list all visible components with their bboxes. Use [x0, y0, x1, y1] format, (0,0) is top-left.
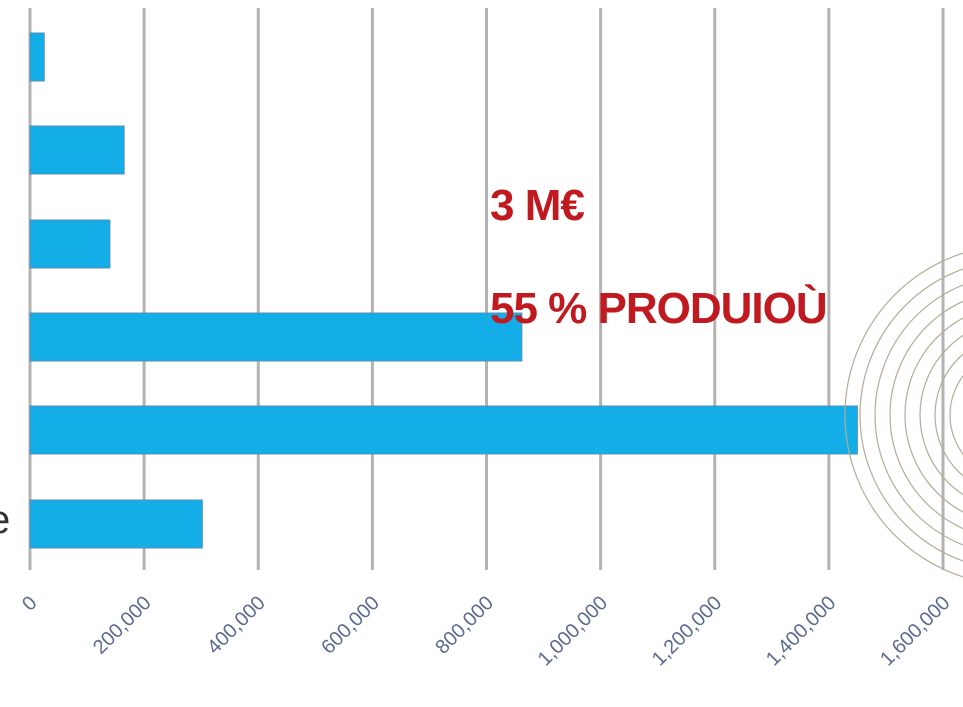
annotation-total: 3 M€ — [490, 181, 585, 230]
x-tick-label-3: 600,000 — [317, 592, 384, 659]
bar-0 — [29, 32, 45, 82]
watermark-ring-0 — [844, 252, 963, 578]
gridlines — [28, 8, 945, 570]
watermark-ring-7 — [949, 375, 963, 455]
bar-3 — [29, 312, 523, 362]
bar-4 — [29, 405, 858, 455]
bar-5 — [29, 499, 203, 549]
watermark-ring-2 — [874, 284, 963, 546]
x-tick-label-4: 800,000 — [431, 592, 498, 659]
watermark-ring-3 — [889, 300, 963, 530]
watermark-ring-4 — [904, 317, 963, 513]
x-tick-label-1: 200,000 — [89, 592, 156, 659]
watermark-ring-5 — [919, 334, 963, 496]
x-tick-label-7: 1,400,000 — [762, 592, 840, 670]
x-tick-labels: 0 200,000 400,000 600,000 800,000 1,000,000 1,… — [18, 592, 954, 670]
bars — [29, 32, 858, 549]
x-tick-label-8: 1,600,000 — [876, 592, 954, 670]
bar-1 — [29, 125, 125, 175]
x-tick-label-2: 400,000 — [203, 592, 270, 659]
cropped-category-label: e — [0, 498, 10, 543]
x-tick-label-6: 1,200,000 — [648, 592, 726, 670]
watermark-ring-1 — [859, 268, 963, 562]
annotation-share: 55 % PRODUIOÙ — [490, 284, 828, 333]
x-tick-label-5: 1,000,000 — [534, 592, 612, 670]
watermark-ring-6 — [934, 353, 963, 477]
bar-2 — [29, 219, 111, 269]
circle-watermark — [844, 252, 963, 578]
x-tick-label-0: 0 — [18, 592, 41, 615]
